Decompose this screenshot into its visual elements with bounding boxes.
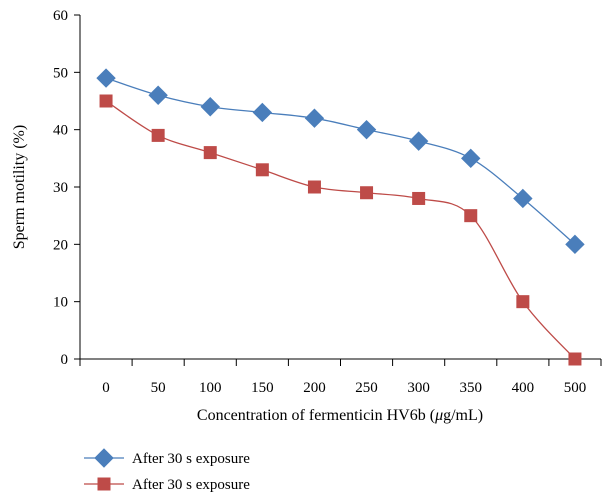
series-1-point [408, 131, 429, 151]
series-1-point [200, 97, 220, 117]
x-tick-label: 500 [564, 380, 587, 396]
x-tick-label: 400 [512, 380, 535, 396]
x-tick-label: 300 [407, 380, 430, 396]
y-tick-label: 10 [53, 295, 68, 311]
y-tick-label: 50 [53, 65, 68, 81]
legend-label: After 30 s exposure [132, 477, 250, 493]
y-tick-label: 0 [61, 352, 69, 368]
x-axis-title-prefix: Concentration of fermenticin HV6b ( [197, 407, 435, 424]
x-axis-title: Concentration of fermenticin HV6b (μg/mL… [197, 407, 483, 424]
series-1-line [105, 77, 576, 245]
x-tick-label: 50 [151, 380, 166, 396]
series-2-point [568, 352, 582, 366]
series-2-point [464, 209, 478, 223]
y-axis-title: Sperm motility (%) [11, 125, 28, 249]
series-1-point [461, 148, 481, 169]
series-1-point [513, 188, 533, 209]
series-1 [96, 68, 585, 255]
y-tick-label: 20 [53, 237, 68, 253]
y-ticks: 0 10 20 30 40 50 60 [53, 8, 80, 368]
series-1-point [252, 102, 273, 123]
series-1-point [565, 234, 585, 255]
legend: After 30 s exposure After 30 s exposure [84, 448, 250, 493]
x-axis-title-unit: g/mL) [443, 407, 483, 424]
x-tick-label: 250 [355, 380, 378, 396]
legend-marker [94, 448, 114, 468]
legend-item-1: After 30 s exposure [84, 448, 250, 468]
y-tick-label: 60 [53, 8, 68, 24]
legend-label: After 30 s exposure [132, 451, 250, 467]
x-axis-title-mu: μ [434, 407, 443, 424]
series-1-point [96, 68, 116, 88]
series-2-point [307, 180, 321, 194]
x-ticks: 0 50 100 150 200 250 300 350 400 500 [79, 359, 602, 396]
x-tick-label: 350 [460, 380, 483, 396]
y-tick-label: 30 [53, 180, 68, 196]
series-2 [99, 94, 582, 366]
series-2-point [203, 146, 217, 160]
series-2-point [360, 186, 374, 200]
series-2-point [151, 128, 165, 142]
x-tick-label: 0 [102, 380, 110, 396]
series-2-point [412, 191, 426, 205]
legend-item-2: After 30 s exposure [84, 477, 250, 493]
x-tick-label: 150 [251, 380, 274, 396]
series-1-point [304, 108, 325, 128]
series-2-point [255, 163, 269, 177]
series-1-point [148, 85, 168, 105]
series-2-line [105, 100, 576, 360]
y-tick-label: 40 [53, 123, 68, 139]
series-2-point [99, 94, 113, 108]
x-tick-label: 100 [199, 380, 222, 396]
series-layer [96, 68, 585, 366]
legend-marker [97, 477, 111, 491]
series-2-point [516, 295, 530, 309]
series-1-point [356, 119, 377, 140]
x-tick-label: 200 [303, 380, 326, 396]
